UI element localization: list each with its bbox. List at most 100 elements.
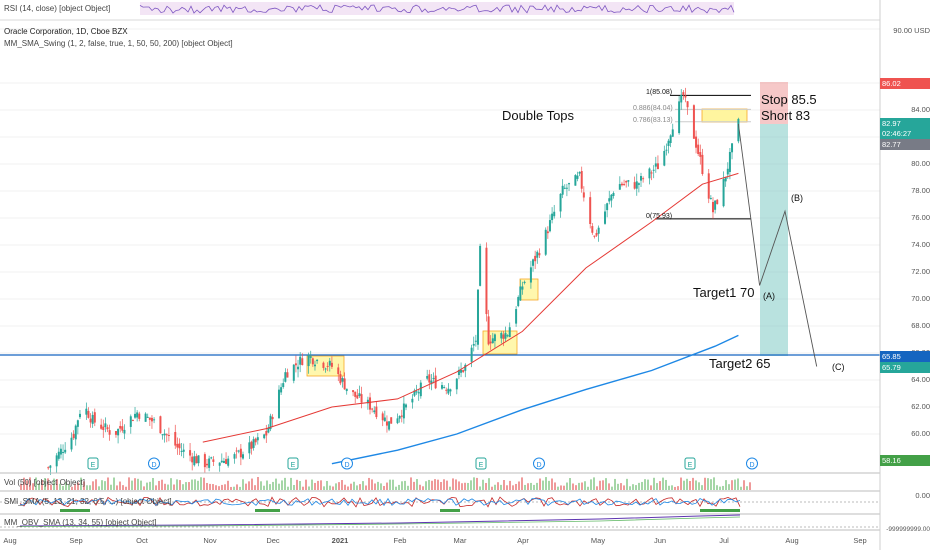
volume-bar <box>425 481 427 490</box>
earnings-marker[interactable]: E <box>684 457 696 470</box>
candle-body <box>129 416 132 427</box>
volume-bars <box>20 477 751 490</box>
volume-bar <box>644 479 646 490</box>
time-axis-label: 2021 <box>331 536 349 545</box>
candle-body <box>375 406 378 418</box>
indicator-line <box>19 496 741 508</box>
dividend-marker[interactable]: D <box>533 457 545 470</box>
time-axis-label: Aug <box>785 536 799 545</box>
volume-bar <box>377 481 379 490</box>
candle-body <box>493 334 496 342</box>
obv-label[interactable]: MM_OBV_SMA (13, 34, 55) [object Object] <box>4 518 157 527</box>
volume-bar <box>410 477 412 490</box>
volume-bar <box>641 481 643 490</box>
candle-body <box>212 459 215 462</box>
candle-body <box>62 451 65 453</box>
sma-swing-label[interactable]: MM_SMA_Swing (1, 2, false, true, 1, 50, … <box>4 39 233 48</box>
volume-bar <box>545 477 547 490</box>
candle-body <box>388 421 391 430</box>
volume-bar <box>200 477 202 490</box>
volume-bar <box>308 486 310 490</box>
candle-body <box>551 213 554 221</box>
candle-body <box>485 247 488 315</box>
volume-bar <box>548 480 550 490</box>
earnings-marker[interactable]: E <box>475 457 487 470</box>
volume-bar <box>572 483 574 490</box>
price-tick: 80.00 <box>911 158 930 168</box>
volume-bar <box>182 484 184 490</box>
fib-label-1: 1(85.08) <box>646 89 673 96</box>
volume-bar <box>494 484 496 490</box>
stop-zone <box>760 82 788 124</box>
volume-bar <box>311 479 313 490</box>
volume-bar <box>707 478 709 490</box>
candle-body <box>680 94 683 103</box>
event-marker-text: E <box>479 462 484 469</box>
volume-bar <box>338 482 340 490</box>
volume-bar <box>65 481 67 490</box>
candle-body <box>548 220 551 232</box>
candle-body <box>538 253 541 256</box>
candle-body <box>366 399 369 404</box>
volume-bar <box>266 480 268 490</box>
candle-body <box>256 437 259 441</box>
candle-body <box>447 388 450 394</box>
volume-bar <box>32 483 34 490</box>
dividend-marker[interactable]: D <box>341 457 353 470</box>
candle-body <box>470 347 473 362</box>
earnings-marker[interactable]: E <box>87 457 99 470</box>
dividend-marker[interactable]: D <box>148 457 160 470</box>
volume-bar <box>215 485 217 490</box>
volume-bar <box>332 486 334 490</box>
candle-body <box>91 414 94 424</box>
volume-bar <box>197 480 199 490</box>
sma-50-line <box>202 172 739 443</box>
volume-label[interactable]: Vol (50) [object Object] <box>4 478 85 487</box>
candle-body <box>534 255 537 262</box>
candle-body <box>426 375 429 379</box>
volume-bar <box>35 477 37 490</box>
candle-body <box>248 442 251 454</box>
volume-bar <box>434 479 436 490</box>
volume-bar <box>236 484 238 490</box>
volume-bar <box>512 485 514 490</box>
candle-body <box>604 211 607 224</box>
volume-bar <box>293 485 295 490</box>
candle-body <box>597 227 600 234</box>
volume-bar <box>527 483 529 490</box>
candle-body <box>385 421 388 426</box>
candle-body <box>445 389 448 391</box>
candle-body <box>722 178 725 207</box>
candle-body <box>521 286 524 290</box>
rsi-label[interactable]: RSI (14, close) [object Object] <box>4 4 111 13</box>
volume-bar <box>488 478 490 490</box>
volume-bar <box>221 484 223 490</box>
smi-signal-bar <box>440 509 460 512</box>
volume-bar <box>23 477 25 490</box>
volume-bar <box>149 481 151 490</box>
volume-bar <box>272 481 274 490</box>
volume-bar <box>299 481 301 490</box>
volume-bar <box>62 485 64 490</box>
volume-bar <box>20 483 22 490</box>
volume-bar <box>701 485 703 490</box>
candle-body <box>504 332 507 339</box>
candle-body <box>197 455 200 464</box>
candle-body <box>593 235 596 237</box>
volume-bar <box>605 478 607 490</box>
candle-body <box>167 434 170 436</box>
candle-body <box>546 231 549 234</box>
candle-body <box>328 360 331 366</box>
support-price-tag: 65.85 <box>880 351 930 362</box>
rsi-band <box>140 2 734 15</box>
prev-close-tag: 82.77 <box>880 139 930 150</box>
smi-label[interactable]: SMI_SMA (5, 13, 21, 32, 0.5, ...) [objec… <box>4 497 172 506</box>
dividend-marker[interactable]: D <box>746 457 758 470</box>
candle-body <box>561 185 564 195</box>
candle-body <box>189 450 192 456</box>
candle-body <box>284 372 287 382</box>
volume-bar <box>482 479 484 490</box>
volume-bar <box>554 482 556 490</box>
earnings-marker[interactable]: E <box>287 457 299 470</box>
